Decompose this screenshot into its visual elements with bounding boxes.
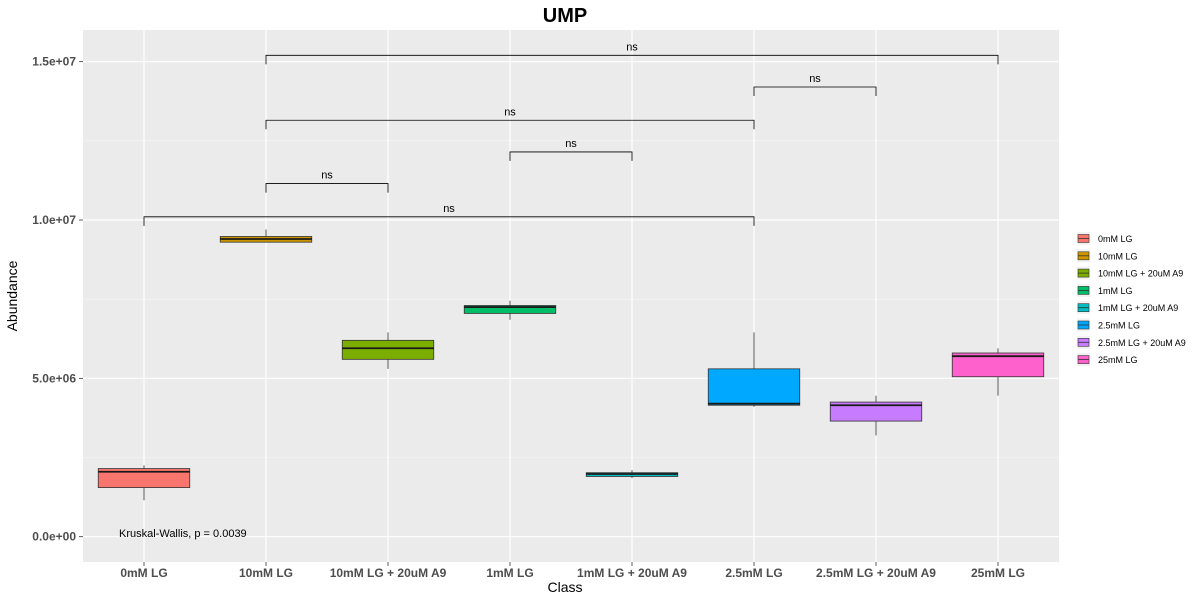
significance-bracket-3: ns	[509, 138, 633, 161]
box-0	[97, 465, 191, 501]
box-4	[585, 470, 679, 479]
box-7	[951, 348, 1045, 396]
box-body	[951, 352, 1045, 378]
box-body	[707, 368, 801, 406]
x-tick-label: 2.5mM LG	[725, 566, 782, 580]
significance-bracket-2: ns	[265, 106, 755, 130]
chart-title: UMP	[543, 5, 587, 27]
significance-bracket-1: ns	[753, 73, 877, 96]
legend-label: 2.5mM LG + 20uM A9	[1098, 338, 1186, 348]
legend-label: 25mM LG	[1098, 355, 1138, 365]
y-tick-label: 0.0e+00	[32, 530, 76, 544]
y-tick-label: 1.0e+07	[32, 213, 76, 227]
legend-label: 0mM LG	[1098, 234, 1133, 244]
y-axis-title: Abundance	[4, 260, 20, 331]
box-body	[97, 468, 191, 488]
y-tick-label: 5.0e+06	[32, 371, 76, 385]
bracket-label: ns	[321, 170, 333, 182]
legend-label: 10mM LG	[1098, 251, 1138, 261]
significance-bracket-4: ns	[265, 170, 389, 193]
axes: 0.0e+00 5.0e+06 1.0e+07 1.5e+07 0mM LG 10mM L…	[32, 55, 1025, 580]
y-tick-label: 1.5e+07	[32, 55, 76, 69]
legend-item-7: 25mM LG	[1077, 353, 1138, 367]
x-tick-label: 1mM LG + 20uM A9	[577, 566, 687, 580]
significance-bracket-5: ns	[143, 203, 755, 226]
bracket-line	[143, 216, 755, 226]
box-5	[707, 332, 801, 407]
plot-panel	[83, 30, 1059, 562]
legend-item-6: 2.5mM LG + 20uM A9	[1077, 335, 1186, 349]
legend: 0mM LG 10mM LG 10mM LG + 20uM A9 1mM LG 1mM …	[1077, 232, 1186, 367]
legend-label: 10mM LG + 20uM A9	[1098, 269, 1183, 279]
legend-item-4: 1mM LG + 20uM A9	[1077, 301, 1178, 315]
legend-item-1: 10mM LG	[1077, 249, 1138, 263]
legend-item-5: 2.5mM LG	[1077, 318, 1140, 332]
x-tick-label: 10mM LG + 20uM A9	[330, 566, 447, 580]
bracket-label: ns	[504, 106, 516, 118]
bracket-label: ns	[565, 138, 577, 150]
boxes	[97, 229, 1045, 501]
bracket-label: ns	[626, 41, 638, 53]
box-body	[463, 305, 557, 314]
x-tick-label: 2.5mM LG + 20uM A9	[816, 566, 936, 580]
legend-label: 1mM LG + 20uM A9	[1098, 303, 1178, 313]
x-axis-title: Class	[547, 579, 582, 595]
legend-item-0: 0mM LG	[1077, 232, 1133, 245]
x-tick-label: 1mM LG	[486, 566, 533, 580]
legend-label: 2.5mM LG	[1098, 321, 1140, 331]
bracket-label: ns	[809, 73, 821, 85]
significance-bracket-0: ns	[265, 41, 999, 65]
box-body	[829, 401, 923, 422]
grid	[83, 30, 1059, 562]
significance-brackets: ns ns ns ns ns ns	[143, 41, 999, 226]
box-body	[341, 339, 435, 360]
x-tick-label: 25mM LG	[971, 566, 1025, 580]
box-1	[219, 229, 313, 243]
bracket-line	[265, 54, 999, 65]
box-3	[463, 300, 557, 320]
legend-item-3: 1mM LG	[1077, 283, 1133, 297]
bracket-line	[753, 86, 877, 96]
kruskal-wallis-annotation: Kruskal-Wallis, p = 0.0039	[119, 528, 247, 540]
bracket-label: ns	[443, 203, 455, 215]
box-2	[341, 332, 435, 369]
bracket-line	[265, 183, 389, 193]
x-tick-label: 0mM LG	[120, 566, 167, 580]
x-tick-label: 10mM LG	[239, 566, 293, 580]
legend-item-2: 10mM LG + 20uM A9	[1077, 266, 1183, 280]
legend-label: 1mM LG	[1098, 286, 1133, 296]
box-6	[829, 395, 923, 436]
bracket-line	[509, 151, 633, 161]
bracket-line	[265, 119, 755, 130]
